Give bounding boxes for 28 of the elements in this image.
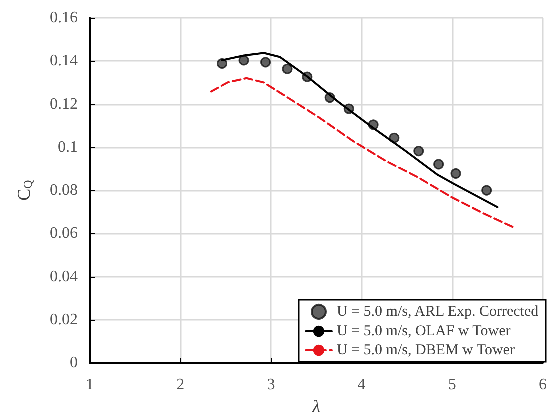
legend-label: U = 5.0 m/s, ARL Exp. Corrected [336,304,540,320]
x-tick-label: 1 [86,376,94,394]
y-tick-label: 0.08 [50,182,78,200]
y-tick-label: 0.06 [50,225,78,242]
legend-label: U = 5.0 m/s, DBEM w Tower [336,342,515,358]
x-tick-label: 3 [267,376,276,394]
point [414,146,424,157]
y-axis-title: CQ [14,180,35,201]
point [482,185,492,196]
x-axis-title: λ [312,397,320,416]
point [434,159,444,170]
x-tick-label: 2 [176,376,185,394]
point [238,55,250,66]
y-tick-label: 0.1 [58,138,78,156]
legend-label: U = 5.0 m/s, OLAF w Tower [336,324,511,340]
y-tick-label: 0.04 [50,268,78,286]
x-tick-label: 6 [539,376,547,394]
point [282,64,293,74]
x-tick-label: 5 [448,376,456,394]
y-tick-label: 0 [70,354,78,372]
y-tick-label: 0.14 [50,52,78,70]
y-tick-label: 0.16 [50,10,78,26]
y-tick-label: 0.02 [50,311,78,328]
line-series [210,77,516,230]
point [450,168,462,179]
x-tick-label: 4 [358,376,366,394]
point [260,57,272,68]
y-tick-label: 0.12 [50,96,78,113]
